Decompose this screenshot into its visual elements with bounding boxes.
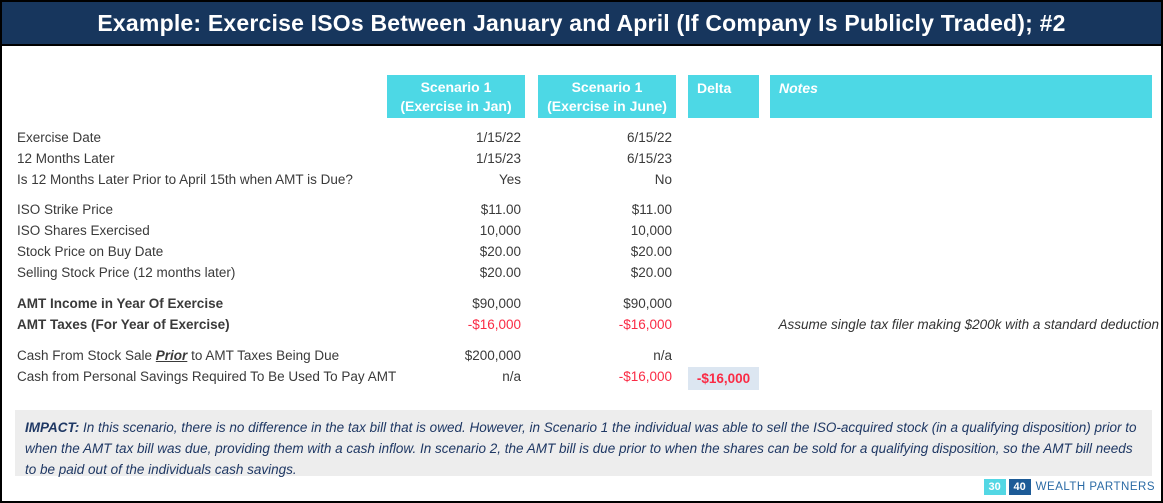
scenario1-header-line2: (Exercise in Jan)	[400, 97, 512, 114]
row-label-pre: Cash From Stock Sale	[17, 348, 156, 363]
scenario1-value: -$16,000	[467, 317, 521, 332]
scenario1-value: $11.00	[480, 202, 521, 217]
scenario2-value: $11.00	[631, 202, 672, 217]
row-label-emphasis: Prior	[155, 348, 188, 363]
table-row: Exercise Date 1/15/22 6/15/22	[2, 130, 1161, 151]
table-row: 12 Months Later 1/15/23 6/15/23	[2, 151, 1161, 172]
row-label: Stock Price on Buy Date	[17, 244, 164, 259]
scenario1-value: 1/15/23	[475, 151, 521, 166]
scenario2-value: $20.00	[630, 265, 672, 280]
row-label-post: to AMT Taxes Being Due	[187, 348, 340, 363]
row-label: ISO Shares Exercised	[17, 223, 150, 238]
row-label: ISO Strike Price	[17, 202, 114, 217]
impact-label: IMPACT:	[25, 420, 80, 435]
page-title: Example: Exercise ISOs Between January a…	[97, 9, 1066, 36]
row-label: Exercise Date	[17, 130, 102, 145]
scenario1-header-line1: Scenario 1	[420, 78, 492, 95]
scenario2-value: n/a	[653, 348, 672, 363]
scenario2-value: -$16,000	[618, 369, 672, 384]
column-header-scenario1: Scenario 1 (Exercise in Jan)	[387, 75, 525, 118]
row-label: Cash From Stock Sale Prior to AMT Taxes …	[17, 348, 339, 363]
logo-brand-text: WEALTH PARTNERS	[1035, 480, 1155, 493]
scenario2-value: 10,000	[630, 223, 672, 238]
logo-30-box: 30	[983, 478, 1006, 495]
scenario2-header-line2: (Exercise in June)	[547, 97, 667, 114]
scenario1-value: Yes	[498, 172, 521, 187]
row-label: AMT Taxes (For Year of Exercise)	[17, 317, 230, 332]
table-row: Is 12 Months Later Prior to April 15th w…	[2, 172, 1161, 193]
column-header-delta: Delta	[688, 75, 759, 118]
table-row: Stock Price on Buy Date $20.00 $20.00	[2, 244, 1161, 265]
row-label: Is 12 Months Later Prior to April 15th w…	[17, 172, 353, 187]
table-row: AMT Income in Year Of Exercise $90,000 $…	[2, 296, 1161, 317]
scenario1-value: 1/15/22	[475, 130, 521, 145]
logo-40-box: 40	[1008, 478, 1031, 495]
scenario1-value: $200,000	[464, 348, 521, 363]
scenario2-value: $90,000	[623, 296, 672, 311]
column-header-scenario2: Scenario 1 (Exercise in June)	[538, 75, 676, 118]
table-row: Selling Stock Price (12 months later) $2…	[2, 265, 1161, 286]
scenario2-value: -$16,000	[618, 317, 672, 332]
scenario1-value: n/a	[502, 369, 521, 384]
scenario1-value: $20.00	[479, 265, 521, 280]
row-label: 12 Months Later	[17, 151, 115, 166]
impact-summary: IMPACT: In this scenario, there is no di…	[15, 410, 1152, 477]
company-logo: 30 40 WEALTH PARTNERS	[983, 478, 1155, 495]
scenario1-value: $20.00	[479, 244, 521, 259]
scenario2-value: $20.00	[630, 244, 672, 259]
table-row: ISO Shares Exercised 10,000 10,000	[2, 223, 1161, 244]
scenario2-value: 6/15/23	[626, 151, 672, 166]
column-header-notes: Notes	[770, 75, 1152, 118]
table-row: AMT Taxes (For Year of Exercise) -$16,00…	[2, 317, 1161, 338]
table-row: Cash from Personal Savings Required To B…	[2, 369, 1161, 390]
row-label: Selling Stock Price (12 months later)	[17, 265, 236, 280]
scenario2-header-line1: Scenario 1	[571, 78, 643, 95]
scenario1-value: $90,000	[472, 296, 521, 311]
scenario1-value: 10,000	[479, 223, 521, 238]
delta-highlight-cell: -$16,000	[688, 367, 759, 390]
row-label: AMT Income in Year Of Exercise	[17, 296, 224, 311]
impact-text: In this scenario, there is no difference…	[25, 420, 1137, 477]
table-row: Cash From Stock Sale Prior to AMT Taxes …	[2, 348, 1161, 369]
title-bar: Example: Exercise ISOs Between January a…	[2, 2, 1161, 46]
scenario2-value: 6/15/22	[626, 130, 672, 145]
table-row: ISO Strike Price $11.00 $11.00	[2, 202, 1161, 223]
row-label: Cash from Personal Savings Required To B…	[17, 369, 397, 384]
notes-annotation: Assume single tax filer making $200k wit…	[778, 317, 1159, 332]
scenario2-value: No	[654, 172, 672, 187]
